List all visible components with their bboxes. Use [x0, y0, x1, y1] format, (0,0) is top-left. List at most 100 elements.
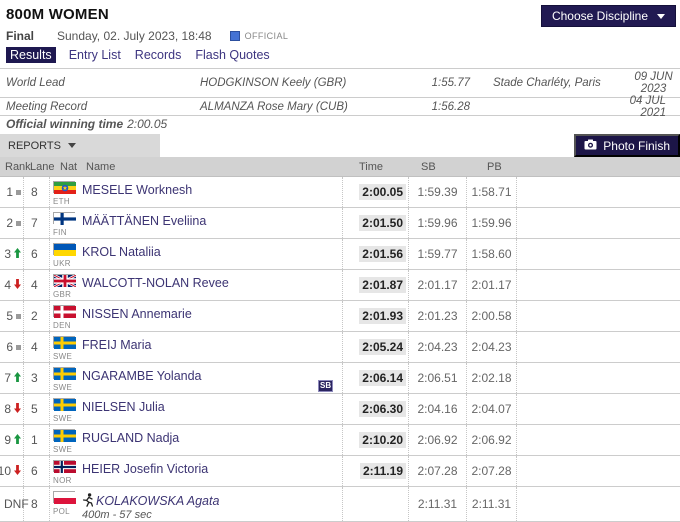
time-cell: 2:01.87 [343, 270, 409, 300]
meeting-record-mark: 1:56.28 [426, 101, 470, 113]
choose-discipline-button[interactable]: Choose Discipline [541, 5, 676, 27]
tab-results[interactable]: Results [6, 47, 56, 63]
nat-code: ETH [53, 197, 70, 206]
lane-cell: 6 [24, 456, 50, 486]
flag-gbr [53, 274, 75, 286]
rank-cell: DNF [0, 487, 24, 521]
lane-cell: 4 [24, 332, 50, 362]
athlete-name[interactable]: RUGLAND Nadja [82, 431, 179, 445]
rank-cell: 6 [0, 332, 24, 362]
athlete-name[interactable]: NISSEN Annemarie [82, 307, 192, 321]
athlete-name[interactable]: WALCOTT-NOLAN Revee [82, 276, 229, 290]
name-cell[interactable]: KOLAKOWSKA Agata400m - 57 sec [82, 487, 343, 521]
name-cell[interactable]: RUGLAND Nadja [82, 425, 343, 455]
athlete-name[interactable]: MESELE Worknesh [82, 183, 192, 197]
lane-cell: 6 [24, 239, 50, 269]
column-header-nat: Nat [50, 161, 82, 173]
sb-value: 2:06.92 [417, 433, 457, 447]
name-cell[interactable]: WALCOTT-NOLAN Revee [82, 270, 343, 300]
name-cell[interactable]: NISSEN Annemarie [82, 301, 343, 331]
table-row: 18ETHMESELE Worknesh2:00.051:59.391:58.7… [0, 177, 680, 208]
spacer-cell [517, 270, 680, 300]
table-row: 44GBRWALCOTT-NOLAN Revee2:01.872:01.172:… [0, 270, 680, 301]
rank-cell: 4 [0, 270, 24, 300]
athlete-name[interactable]: NIELSEN Julia [82, 400, 165, 414]
reports-dropdown[interactable]: REPORTS [0, 134, 160, 157]
tab-flash-quotes[interactable]: Flash Quotes [194, 47, 270, 63]
pb-cell: 2:06.92 [467, 425, 517, 455]
rank-cell: 2 [0, 208, 24, 238]
tab-records[interactable]: Records [134, 47, 183, 63]
results-table: Rank Lane Nat Name Time SB PB 18ETHMESEL… [0, 157, 680, 522]
lane-cell: 4 [24, 270, 50, 300]
name-cell[interactable]: FREIJ Maria [82, 332, 343, 362]
time-value: 2:10.20 [359, 432, 406, 448]
table-row: 10 6 NOR HEIER Josefin Victoria 2:11.19 2:07.… [0, 456, 680, 487]
nat-cell: SWE [50, 425, 82, 455]
pb-cell: 2:11.31 [467, 487, 517, 521]
winning-time-value: 2:00.05 [127, 117, 167, 131]
lane-cell: 2 [24, 301, 50, 331]
athlete-name[interactable]: NGARAMBE Yolanda [82, 369, 202, 383]
nat-code: SWE [53, 445, 72, 454]
name-cell[interactable]: HEIER Josefin Victoria [82, 456, 343, 486]
name-cell[interactable]: NIELSEN Julia [82, 394, 343, 424]
name-cell[interactable]: NGARAMBE Yolanda [82, 363, 343, 393]
athlete-name[interactable]: MÄÄTTÄNEN Eveliina [82, 214, 206, 228]
athlete-name[interactable]: FREIJ Maria [82, 338, 151, 352]
round-label: Final [6, 29, 57, 43]
photo-finish-button[interactable]: Photo Finish [574, 134, 680, 157]
sb-cell: 2:01.23 [409, 301, 467, 331]
pb-value: 2:00.58 [471, 309, 511, 323]
rank-cell: 8 [0, 394, 24, 424]
time-value: 2:06.30 [359, 401, 406, 417]
name-cell[interactable]: MÄÄTTÄNEN Eveliina [82, 208, 343, 238]
nat-code: POL [53, 507, 70, 516]
page-header: 800M WOMEN Choose Discipline Final Sunda… [0, 0, 680, 63]
name-cell[interactable]: KROL Nataliia [82, 239, 343, 269]
sb-value: 1:59.77 [417, 247, 457, 261]
tab-entry-list[interactable]: Entry List [68, 47, 122, 63]
table-row: DNF8POLKOLAKOWSKA Agata400m - 57 sec2:11… [0, 487, 680, 522]
sb-cell: 1:59.39 [409, 177, 467, 207]
pb-value: 2:02.18 [471, 371, 511, 385]
reports-label: REPORTS [8, 140, 61, 152]
spacer-cell [517, 456, 680, 486]
lane-value: 6 [31, 247, 38, 261]
chevron-down-icon [68, 143, 76, 148]
nat-cell: SWE [50, 394, 82, 424]
nat-code: NOR [53, 476, 72, 485]
table-row: 52DENNISSEN Annemarie2:01.932:01.232:00.… [0, 301, 680, 332]
pb-value: 1:58.60 [471, 247, 511, 261]
spacer-cell [517, 239, 680, 269]
nat-code: GBR [53, 290, 71, 299]
sb-value: 2:11.31 [418, 497, 457, 511]
rank-up-icon [14, 371, 21, 385]
pb-value: 1:59.96 [471, 216, 511, 230]
world-lead-venue: Stade Charléty, Paris [493, 77, 633, 89]
lane-value: 6 [31, 464, 38, 478]
athlete-name[interactable]: HEIER Josefin Victoria [82, 462, 208, 476]
spacer-cell [517, 394, 680, 424]
pb-value: 2:07.28 [471, 464, 511, 478]
sb-cell: 2:06.92 [409, 425, 467, 455]
rank-cell: 10 [0, 456, 24, 486]
table-row: 64SWEFREIJ Maria2:05.242:04.232:04.23 [0, 332, 680, 363]
athlete-name[interactable]: KROL Nataliia [82, 245, 161, 259]
lane-value: 2 [31, 309, 38, 323]
meeting-record-date: 04 JUL 2021 [603, 95, 680, 119]
rank-down-icon [14, 278, 21, 292]
athlete-name[interactable]: KOLAKOWSKA Agata [96, 494, 219, 508]
spacer-cell [517, 425, 680, 455]
sb-value: 1:59.96 [417, 216, 457, 230]
time-value: 2:11.19 [360, 463, 406, 479]
table-row: 85SWENIELSEN Julia2:06.302:04.162:04.07 [0, 394, 680, 425]
nat-cell: DEN [50, 301, 82, 331]
sb-value: 2:07.28 [417, 464, 457, 478]
camera-icon [584, 139, 597, 153]
flag-nor [53, 460, 75, 472]
winning-time-label: Official winning time [6, 117, 123, 131]
rank-value: 5 [6, 309, 13, 323]
name-cell[interactable]: MESELE Worknesh [82, 177, 343, 207]
lane-value: 3 [31, 371, 38, 385]
